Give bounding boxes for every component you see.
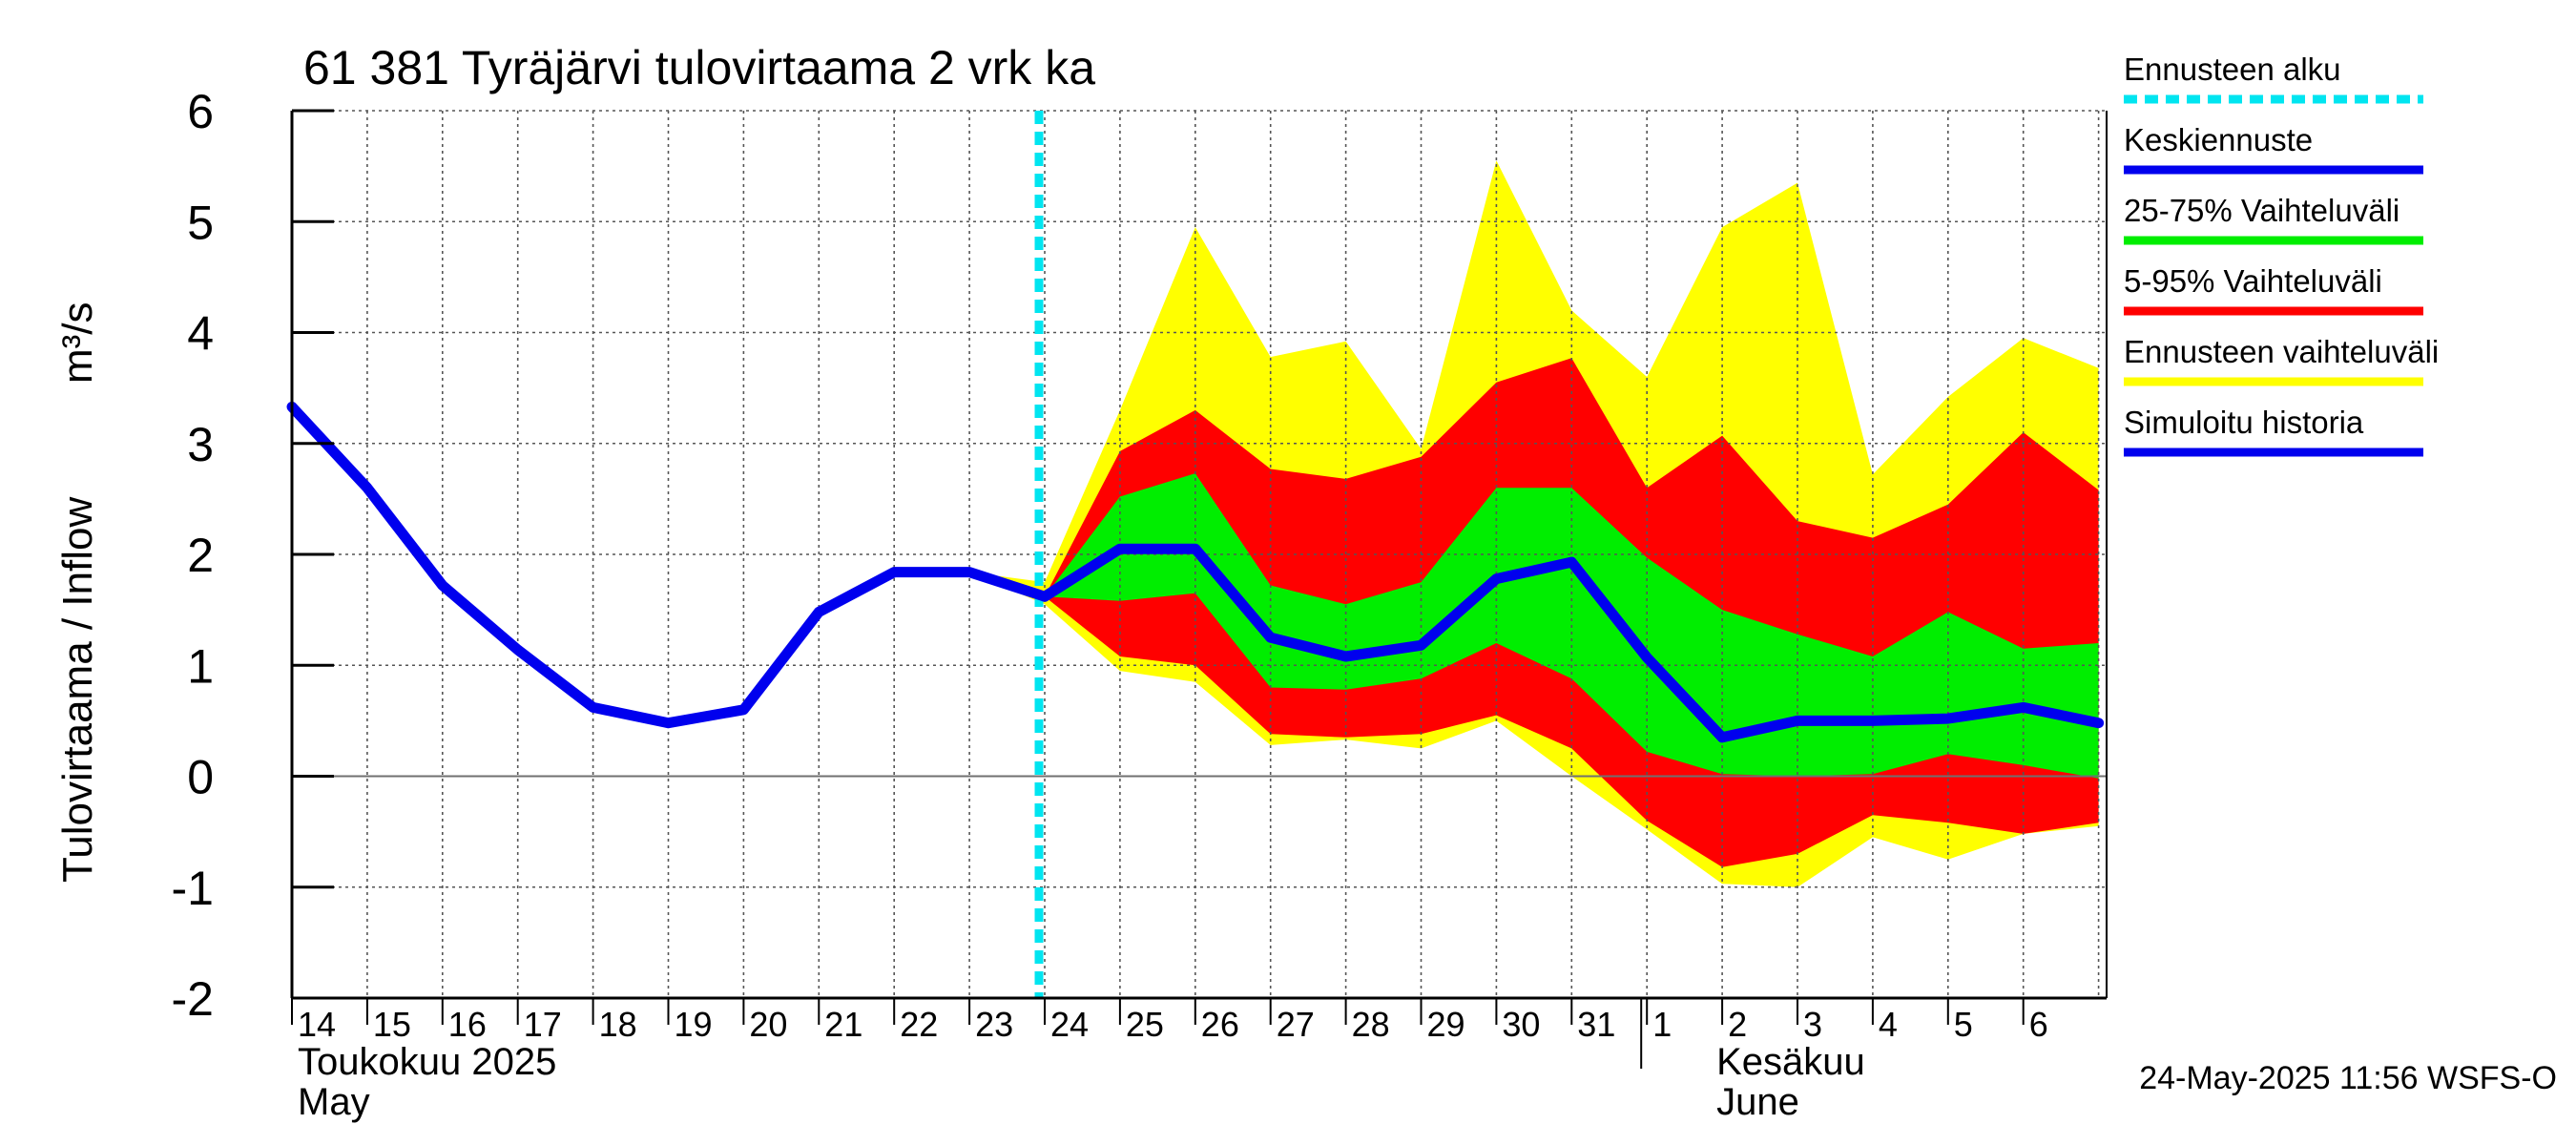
x-tick-label: 21	[824, 1005, 862, 1044]
month-label: Kesäkuu	[1716, 1041, 1865, 1083]
y-tick-label: -1	[172, 862, 214, 915]
y-tick-label: 2	[187, 529, 214, 582]
chart-title: 61 381 Tyräjärvi tulovirtaama 2 vrk ka	[303, 41, 1095, 94]
y-tick-label: 3	[187, 418, 214, 471]
legend-label-25-75-vaihteluv-li: 25-75% Vaihteluväli	[2124, 193, 2399, 228]
legend-label-5-95-vaihteluv-li: 5-95% Vaihteluväli	[2124, 263, 2382, 299]
chart-series	[286, 401, 2105, 743]
month-label-english: June	[1716, 1081, 1799, 1123]
x-tick-label: 19	[675, 1005, 713, 1044]
legend-label-keskiennuste: Keskiennuste	[2124, 122, 2313, 157]
x-tick-label: 28	[1352, 1005, 1390, 1044]
x-tick-label: 26	[1201, 1005, 1239, 1044]
x-tick-label: 14	[298, 1005, 336, 1044]
series-line-simuloitu-historia	[286, 401, 1050, 729]
x-tick-label: 25	[1126, 1005, 1164, 1044]
x-tick-label: 27	[1277, 1005, 1315, 1044]
x-tick-label: 2	[1728, 1005, 1747, 1044]
y-tick-label: 6	[187, 85, 214, 138]
legend-label-ennusteen-vaihteluv-li: Ennusteen vaihteluväli	[2124, 334, 2439, 369]
x-tick-label: 18	[599, 1005, 637, 1044]
x-tick-label: 15	[373, 1005, 411, 1044]
series-line-keskiennuste	[1039, 543, 2105, 743]
x-tick-label: 23	[975, 1005, 1013, 1044]
month-label: Toukokuu 2025	[298, 1041, 556, 1083]
x-tick-label: 16	[448, 1005, 487, 1044]
x-tick-label: 6	[2029, 1005, 2048, 1044]
y-tick-label: 1	[187, 639, 214, 693]
x-tick-label: 3	[1803, 1005, 1822, 1044]
x-tick-label: 22	[900, 1005, 938, 1044]
legend-label-ennusteen-alku: Ennusteen alku	[2124, 52, 2341, 87]
y-tick-label: 5	[187, 196, 214, 249]
x-tick-label: 20	[749, 1005, 787, 1044]
month-label-english: May	[298, 1081, 370, 1123]
x-tick-label: 1	[1652, 1005, 1672, 1044]
x-tick-label: 24	[1050, 1005, 1089, 1044]
x-tick-label: 4	[1879, 1005, 1898, 1044]
y-tick-label: 4	[187, 307, 214, 361]
x-tick-label: 17	[524, 1005, 562, 1044]
y-tick-label: 0	[187, 751, 214, 804]
x-tick-label: 29	[1427, 1005, 1465, 1044]
footer-timestamp: 24-May-2025 11:56 WSFS-O	[2139, 1060, 2557, 1096]
x-tick-label: 5	[1954, 1005, 1973, 1044]
y-axis-unit: m³/s	[54, 302, 101, 384]
x-tick-label: 31	[1577, 1005, 1615, 1044]
y-tick-label: -2	[172, 972, 214, 1026]
legend-label-simuloitu-historia: Simuloitu historia	[2124, 405, 2364, 440]
x-tick-label: 30	[1502, 1005, 1540, 1044]
legend: Ennusteen alku Keskiennuste 25-75% Vaihtel…	[2124, 52, 2439, 457]
y-axis-label: Tulovirtaama / Inflow	[54, 496, 101, 883]
